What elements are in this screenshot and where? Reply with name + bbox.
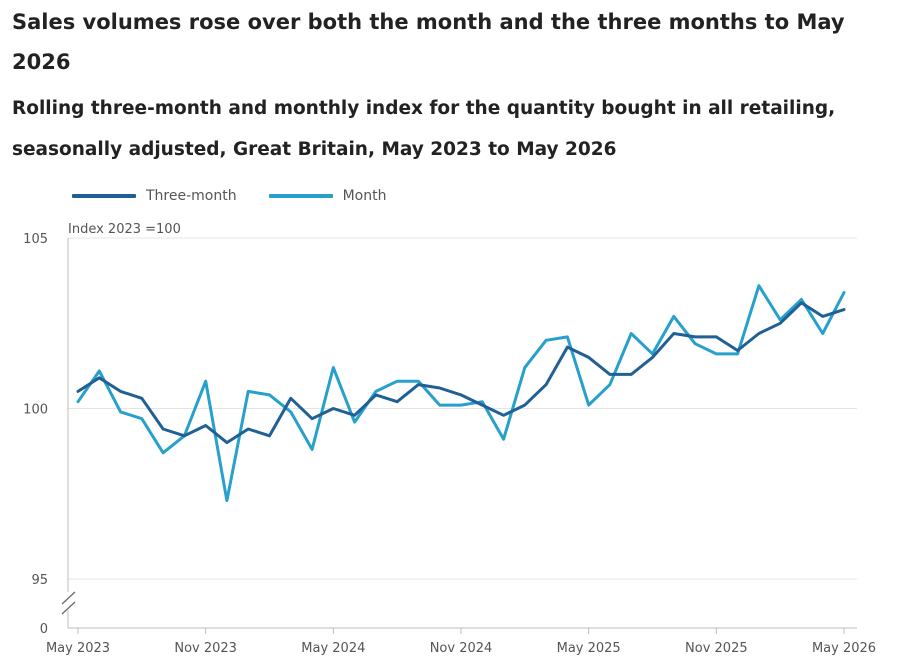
gridlines — [68, 237, 857, 629]
y-tick-label-100: 100 — [23, 403, 48, 418]
legend-item-three-month: Three-month — [72, 188, 237, 204]
series-line-three-month — [76, 301, 846, 445]
x-tick-label-4: May 2025 — [557, 641, 621, 656]
y-tick-label-0: 0 — [40, 622, 48, 637]
legend-label-month: Month — [342, 188, 387, 204]
y-axis-unit-label: Index 2023 =100 — [68, 222, 181, 237]
legend-swatch-month — [268, 194, 333, 198]
x-tick-label-2: May 2024 — [301, 641, 365, 656]
x-tick-label-6: May 2026 — [812, 641, 876, 656]
axes: 0 95 100 105 May 2023 Nov 2023 May 2024 Nov 202… — [23, 232, 876, 656]
chart-subtitle: Rolling three-month and monthly index fo… — [12, 98, 836, 160]
axis-break-mark — [61, 591, 76, 615]
y-tick-label-95: 95 — [31, 573, 48, 588]
legend-item-month: Month — [268, 188, 387, 204]
x-tick-label-5: Nov 2025 — [685, 641, 748, 656]
legend: Three-month Month — [72, 186, 418, 206]
legend-label-three-month: Three-month — [146, 188, 237, 204]
chart-title: Sales volumes rose over both the month a… — [12, 10, 845, 74]
series-line-month — [76, 284, 846, 503]
x-tick-label-3: Nov 2024 — [430, 641, 493, 656]
x-tick-label-1: Nov 2023 — [174, 641, 237, 656]
series-lines — [76, 284, 846, 503]
legend-swatch-three-month — [72, 194, 136, 198]
y-tick-label-105: 105 — [23, 232, 48, 247]
x-tick-label-0: May 2023 — [46, 641, 110, 656]
